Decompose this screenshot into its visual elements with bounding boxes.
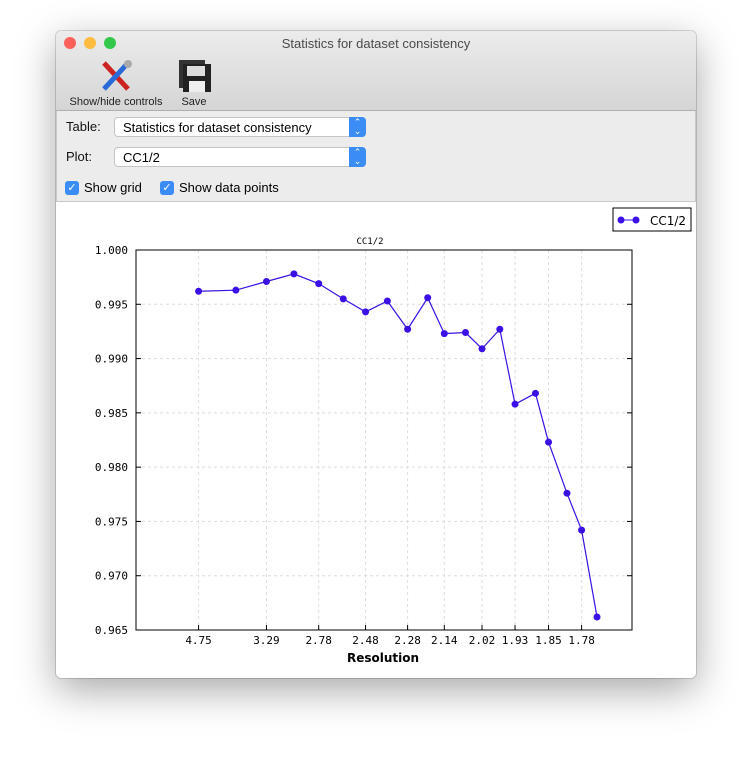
x-tick-label: 1.85 — [535, 634, 562, 647]
table-select-value: Statistics for dataset consistency — [123, 120, 312, 135]
legend-marker — [632, 216, 640, 224]
data-point — [496, 325, 504, 333]
x-tick-label: 2.02 — [469, 634, 496, 647]
show-grid-checkbox[interactable]: ✓ Show grid — [65, 180, 142, 195]
show-grid-label: Show grid — [84, 180, 142, 195]
tools-icon — [102, 60, 132, 91]
y-tick-label: 0.990 — [95, 353, 128, 366]
data-point — [232, 286, 240, 294]
legend-marker — [617, 216, 625, 224]
data-point — [404, 325, 412, 333]
data-point — [339, 295, 347, 303]
y-tick-label: 0.995 — [95, 298, 128, 311]
x-axis-label: Resolution — [347, 651, 419, 665]
data-point — [290, 270, 298, 278]
data-point — [195, 287, 203, 295]
controls-panel: Table: Statistics for dataset consistenc… — [56, 111, 696, 202]
title-toolbar: Statistics for dataset consistency Show/… — [56, 31, 696, 111]
save-label: Save — [181, 96, 207, 108]
plot-select[interactable]: CC1/2 ⌃ ⌄ — [114, 147, 366, 167]
close-button[interactable] — [64, 37, 76, 49]
y-tick-label: 0.975 — [95, 515, 128, 528]
data-point — [478, 345, 486, 353]
y-tick-label: 0.980 — [95, 461, 128, 474]
window: Statistics for dataset consistency Show/… — [56, 31, 696, 678]
show-data-points-checkbox[interactable]: ✓ Show data points — [160, 180, 279, 195]
y-tick-label: 0.970 — [95, 570, 128, 583]
minimize-button[interactable] — [84, 37, 96, 49]
data-point — [578, 526, 586, 534]
plot-label: Plot: — [66, 149, 93, 164]
show-data-points-label: Show data points — [179, 180, 279, 195]
window-title: Statistics for dataset consistency — [281, 36, 471, 51]
checkmark-icon: ✓ — [65, 180, 79, 195]
y-tick-label: 0.965 — [95, 624, 128, 637]
data-point — [531, 389, 539, 397]
table-select[interactable]: Statistics for dataset consistency ⌃ ⌄ — [114, 117, 366, 137]
data-point — [383, 297, 391, 305]
plot-select-value: CC1/2 — [123, 150, 160, 165]
zoom-button[interactable] — [104, 37, 116, 49]
data-point — [440, 330, 448, 338]
show-hide-controls-button[interactable]: Show/hide controls — [64, 59, 168, 108]
stepper-arrows-icon: ⌃ ⌄ — [349, 147, 366, 167]
data-point — [462, 329, 470, 337]
table-label: Table: — [66, 119, 101, 134]
data-point — [545, 438, 553, 446]
y-tick-label: 1.000 — [95, 244, 128, 257]
x-tick-label: 1.93 — [502, 634, 528, 647]
plot-frame — [135, 249, 633, 631]
x-tick-label: 2.78 — [305, 634, 332, 647]
data-point — [362, 308, 370, 316]
chart-title: CC1/2 — [356, 237, 383, 247]
stepper-arrows-icon: ⌃ ⌄ — [349, 117, 366, 137]
legend-label: CC1/2 — [650, 214, 686, 228]
checkmark-icon: ✓ — [160, 180, 174, 195]
chart: CC1/2 4.75 3.29 2.78 2.48 2.28 2.14 2.02 1.93 1.… — [95, 207, 692, 665]
x-tick-label: 2.48 — [352, 634, 379, 647]
floppy-disk-icon — [179, 60, 211, 92]
x-tick-label: 4.75 — [185, 634, 212, 647]
save-button[interactable]: Save — [174, 59, 214, 108]
x-tick-label: 2.14 — [431, 634, 458, 647]
x-tick-label: 1.78 — [568, 634, 595, 647]
data-point — [424, 294, 432, 302]
x-tick-label: 3.29 — [253, 634, 280, 647]
data-point — [563, 489, 571, 497]
legend: CC1/2 — [612, 207, 692, 232]
data-point — [511, 400, 519, 408]
data-point — [593, 613, 601, 621]
data-point — [262, 277, 270, 285]
data-point — [315, 280, 323, 288]
x-tick-label: 2.28 — [394, 634, 421, 647]
y-tick-label: 0.985 — [95, 407, 128, 420]
show-hide-controls-label: Show/hide controls — [69, 96, 163, 108]
series-line — [198, 273, 598, 618]
